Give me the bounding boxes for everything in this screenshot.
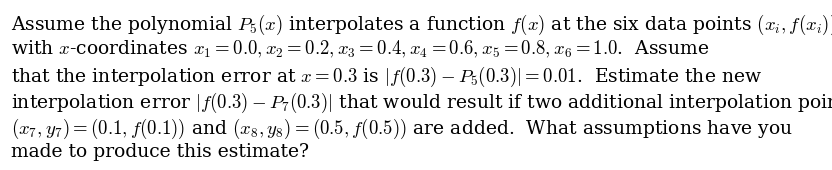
Text: $(x_7, y_7) = (0.1, f(0.1))$ and $(x_8, y_8) = (0.5, f(0.5))$ are added.  What a: $(x_7, y_7) = (0.1, f(0.1))$ and $(x_8, …: [11, 117, 793, 141]
Text: interpolation error $|f(0.3) - P_7(0.3)|$ that would result if two additional in: interpolation error $|f(0.3) - P_7(0.3)|…: [11, 91, 832, 115]
Text: made to produce this estimate?: made to produce this estimate?: [11, 143, 309, 161]
Text: Assume the polynomial $P_5(x)$ interpolates a function $f(x)$ at the six data po: Assume the polynomial $P_5(x)$ interpola…: [11, 13, 832, 37]
Text: with $x$-coordinates $x_1 = 0.0, x_2 = 0.2, x_3 = 0.4, x_4 = 0.6, x_5 = 0.8, x_6: with $x$-coordinates $x_1 = 0.0, x_2 = 0…: [11, 39, 709, 60]
Text: that the interpolation error at $x = 0.3$ is $|f(0.3) - P_5(0.3)| = 0.01$.  Esti: that the interpolation error at $x = 0.3…: [11, 65, 762, 89]
